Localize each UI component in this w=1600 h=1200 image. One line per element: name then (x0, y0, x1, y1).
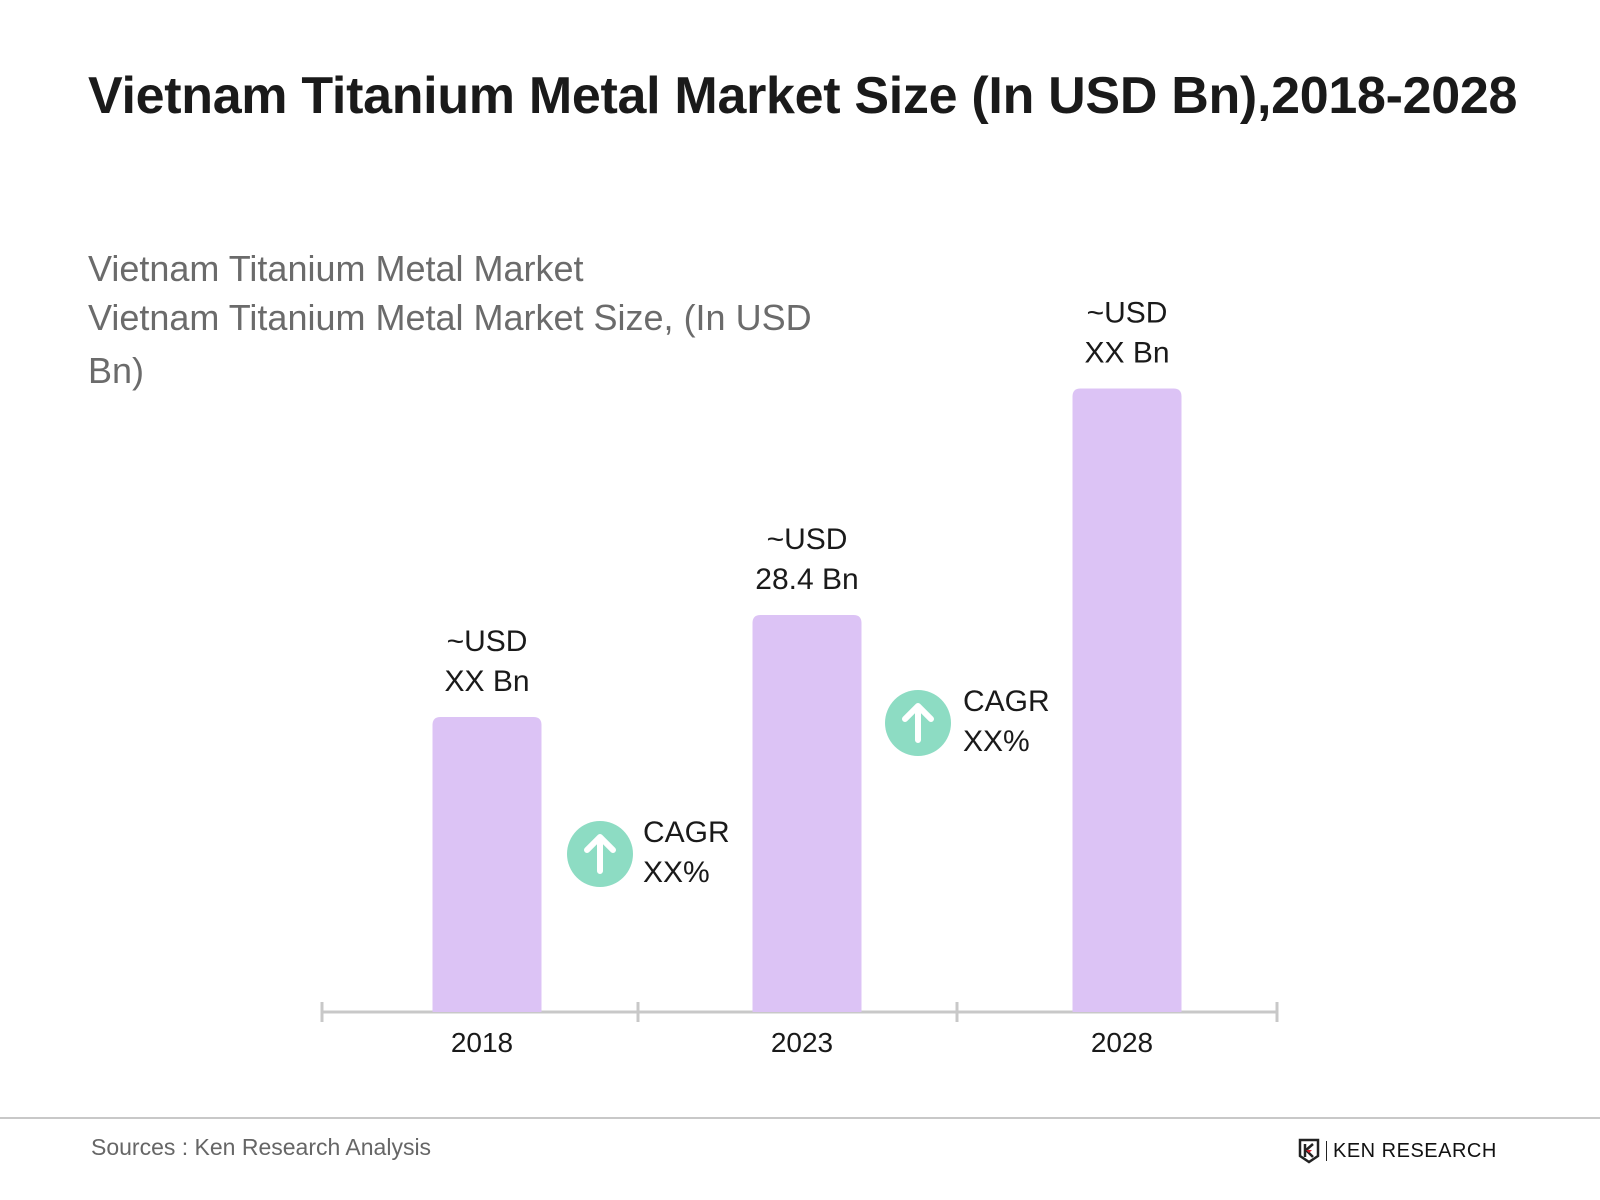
cagr-label: XX% (963, 725, 1030, 758)
bar-2018 (432, 717, 542, 1012)
bar-data-label: XX Bn (444, 665, 529, 698)
bar-data-label: 28.4 Bn (755, 563, 858, 596)
source-note: Sources : Ken Research Analysis (91, 1134, 432, 1160)
bar-data-label: ~USD (447, 625, 528, 658)
cagr-label: XX% (643, 856, 710, 889)
logo-text: KEN RESEARCH (1333, 1139, 1497, 1162)
ken-research-logo: KEN RESEARCH (1298, 1138, 1497, 1164)
x-tick-label: 2028 (1091, 1027, 1153, 1058)
chart-subtitle-line-3: Bn) (88, 350, 145, 391)
ken-logo-icon (1298, 1138, 1320, 1164)
cagr-label: CAGR (643, 816, 730, 849)
chart-subtitle-line-1: Vietnam Titanium Metal Market (88, 248, 584, 289)
bar-data-label: XX Bn (1084, 337, 1169, 370)
footer-divider (0, 1117, 1600, 1119)
bar-data-label: ~USD (1087, 297, 1168, 330)
chart-title: Vietnam Titanium Metal Market Size (In U… (88, 67, 1518, 125)
x-tick-label: 2018 (451, 1027, 513, 1058)
bar-data-label: ~USD (767, 523, 848, 556)
arrow-up-glyph (584, 834, 616, 874)
bar-2028 (1072, 388, 1182, 1013)
x-tick-label: 2023 (771, 1027, 833, 1058)
chart-subtitle-line-2: Vietnam Titanium Metal Market Size, (In … (88, 297, 812, 338)
arrow-up-glyph (902, 703, 934, 743)
cagr-label: CAGR (963, 685, 1050, 718)
logo-separator (1326, 1141, 1327, 1161)
bar-2023 (752, 615, 862, 1012)
